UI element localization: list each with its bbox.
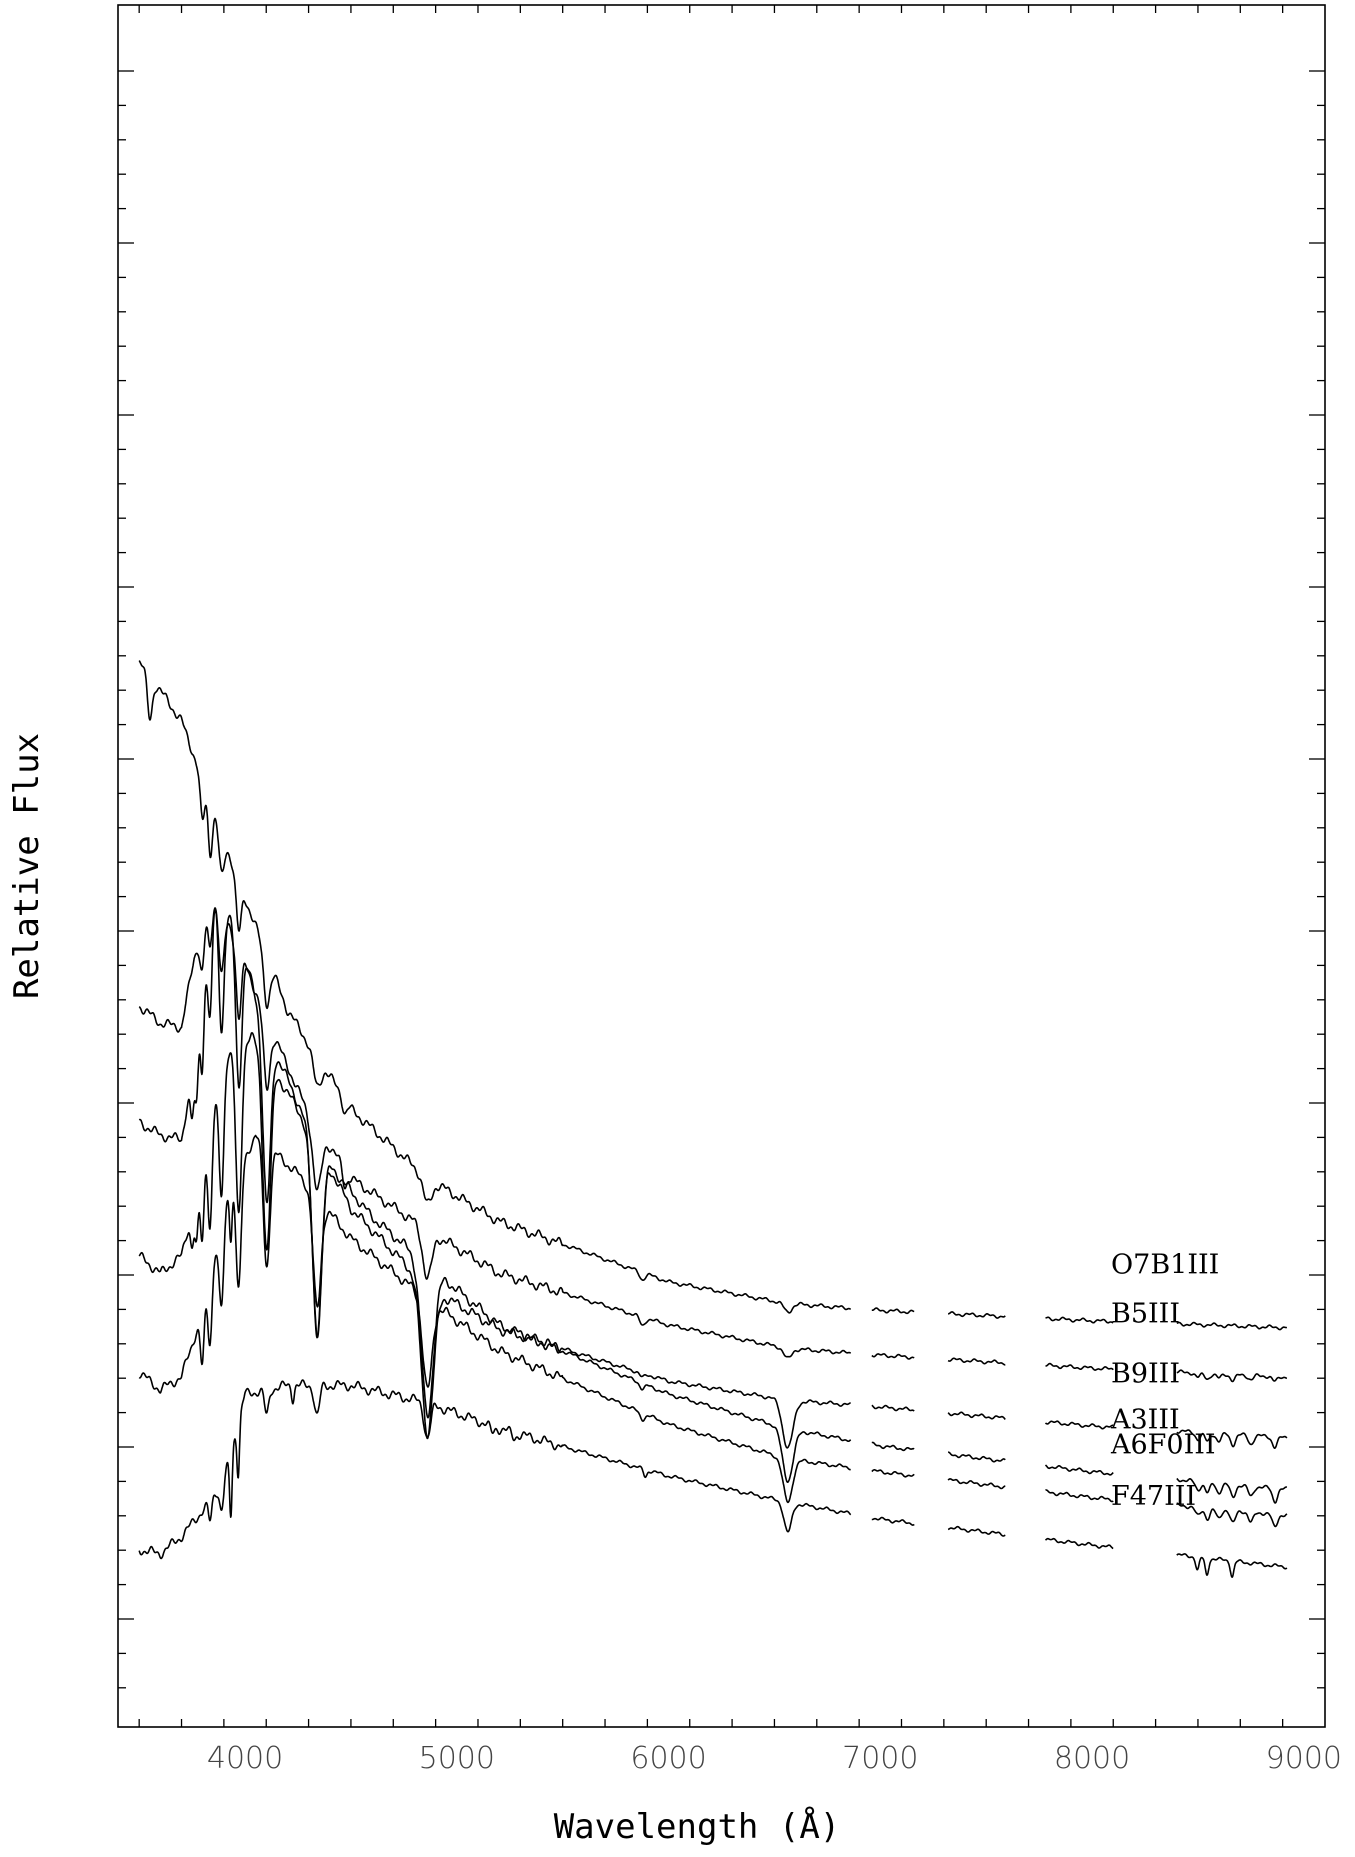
spectrum-segment-B5III xyxy=(947,1357,1006,1366)
x-axis-title: Wavelength (Å) xyxy=(554,1806,841,1847)
spectrum-segment-O7B1III xyxy=(138,660,851,1314)
plot-frame xyxy=(117,4,1326,1728)
spectrum-segment-O7B1III xyxy=(871,1307,915,1315)
spectrum-segment-A3III xyxy=(1176,1477,1288,1504)
spectrum-segment-O7B1III xyxy=(1176,1321,1288,1331)
series-label-A3III: A3III xyxy=(1110,1405,1180,1436)
x-tick-label: 8000 xyxy=(1054,1741,1130,1776)
spectrum-segment-B5III xyxy=(1176,1369,1288,1383)
y-axis-title: Relative Flux xyxy=(7,733,47,999)
spectrum-segment-A3III xyxy=(871,1441,915,1452)
spectrum-segment-A3III xyxy=(947,1451,1006,1463)
spectrum-segment-A6F0III xyxy=(138,1134,851,1504)
series-label-A6F0III: A6F0III xyxy=(1110,1429,1216,1460)
spectrum-segment-F47III xyxy=(1044,1537,1114,1550)
spectrum-segment-A6F0III xyxy=(1176,1502,1288,1528)
spectra-group xyxy=(138,660,1288,1578)
spectrum-segment-B9III xyxy=(1176,1429,1288,1449)
spectrum-segment-B5III xyxy=(1045,1362,1114,1371)
spectrum-segment-B5III xyxy=(138,907,852,1358)
spectrum-segment-A6F0III xyxy=(1045,1489,1114,1503)
spectrum-segment-B5III xyxy=(871,1353,915,1360)
series-label-B5III: B5III xyxy=(1111,1299,1180,1330)
series-label-B9III: B9III xyxy=(1111,1358,1180,1389)
x-tick-labels: 4000 5000 6000 7000 8000 9000 xyxy=(207,1741,1342,1776)
x-tick-label: 6000 xyxy=(630,1741,706,1776)
spectrum-segment-F47III xyxy=(138,1379,852,1560)
series-label-F47III: F47III xyxy=(1111,1481,1196,1512)
spectrum-segment-O7B1III xyxy=(1045,1316,1114,1324)
spectrum-segment-B9III xyxy=(871,1404,915,1412)
spectrum-segment-B9III xyxy=(947,1411,1006,1420)
spectrum-segment-O7B1III xyxy=(947,1311,1006,1319)
axis-ticks xyxy=(118,5,1325,1727)
spectrum-segment-B9III xyxy=(138,908,851,1449)
spectrum-segment-A3III xyxy=(1044,1464,1114,1476)
spectrum-segment-F47III xyxy=(871,1516,915,1526)
spectrum-segment-F47III xyxy=(1176,1553,1288,1578)
spectrum-segment-A3III xyxy=(138,1032,852,1483)
x-tick-label: 4000 xyxy=(207,1741,283,1776)
spectrum-segment-A6F0III xyxy=(871,1469,915,1478)
spectrum-segment-B9III xyxy=(1044,1420,1114,1430)
spectrum-segment-A6F0III xyxy=(947,1478,1006,1490)
x-tick-label: 5000 xyxy=(419,1741,495,1776)
x-tick-label: 7000 xyxy=(842,1741,918,1776)
series-label-O7B1III: O7B1III xyxy=(1111,1249,1219,1280)
spectrum-segment-F47III xyxy=(947,1525,1006,1537)
x-tick-label: 9000 xyxy=(1266,1741,1342,1776)
